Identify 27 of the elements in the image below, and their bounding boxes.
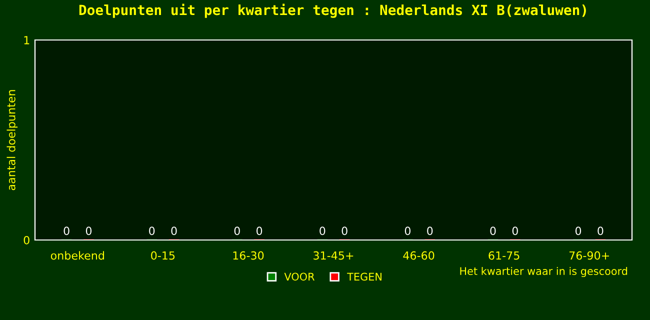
data-label: 0 (575, 226, 582, 236)
x-tick-label: 61-75 (488, 251, 520, 260)
x-axis-title: Het kwartier waar in is gescoord (460, 266, 628, 278)
x-tick-label: 16-30 (233, 251, 264, 260)
data-label: 0 (64, 226, 70, 236)
legend-label: TEGEN (347, 272, 382, 281)
x-tick-label: 76-90+ (569, 251, 609, 260)
data-label: 0 (598, 226, 604, 236)
data-label: 0 (149, 226, 155, 236)
data-label: 0 (512, 226, 518, 236)
data-label: 0 (404, 226, 410, 236)
data-label: 0 (171, 226, 177, 236)
data-label: 0 (86, 226, 92, 236)
data-label: 0 (427, 226, 433, 236)
data-label: 0 (320, 226, 326, 236)
data-label: 0 (256, 226, 262, 236)
x-tick-label: onbekend (50, 251, 104, 260)
legend-label: VOOR (284, 272, 314, 281)
x-tick-label: 46-60 (403, 251, 434, 260)
y-tick-label: 1 (24, 36, 30, 44)
data-label: 0 (490, 226, 496, 236)
data-label: 0 (234, 226, 240, 236)
data-label: 0 (342, 226, 348, 236)
x-tick-label: 31-45+ (314, 251, 354, 260)
x-tick-label: 0-15 (151, 251, 175, 260)
y-axis-title: aantal doelpunten (6, 90, 18, 190)
chart-title: Doelpunten uit per kwartier tegen : Nederlands XI B(zwaluwen) (79, 4, 586, 18)
